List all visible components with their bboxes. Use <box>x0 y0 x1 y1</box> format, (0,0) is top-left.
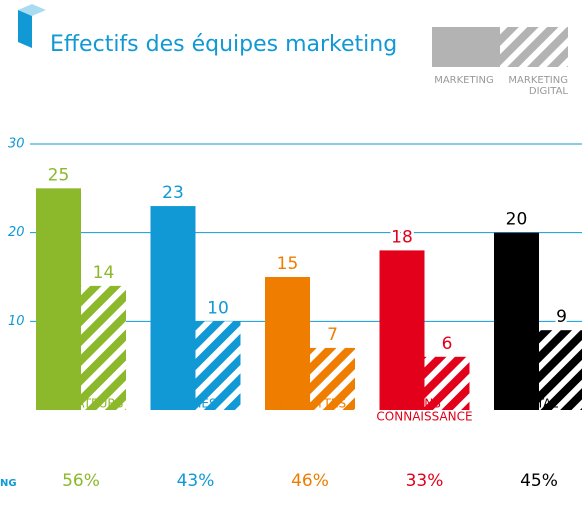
x-tick-label: INITIÉS <box>174 396 216 411</box>
legend-swatch <box>432 27 500 67</box>
percentage: 45% <box>520 471 558 491</box>
bar <box>265 277 310 410</box>
bar <box>379 250 425 410</box>
bar <box>539 330 582 410</box>
y-tick-label: 10 <box>8 314 25 329</box>
percentage: 56% <box>62 471 100 491</box>
percentage: 33% <box>406 471 444 491</box>
x-tick-label: UTILISATEURS <box>39 397 124 411</box>
chart-title: Effectifs des équipes marketing <box>50 32 397 57</box>
x-tick-label: TOTAL <box>519 397 558 411</box>
legend-label: MARKETING <box>508 75 568 86</box>
bar <box>195 321 241 410</box>
bar <box>310 347 355 410</box>
legend-label: DIGITAL <box>529 86 569 97</box>
x-tick-label: CONNAISSANCE <box>376 410 472 424</box>
data-label: 23 <box>162 183 184 203</box>
percentage-row-label: NG <box>0 478 17 489</box>
x-tick-label: SANS <box>408 397 441 411</box>
x-tick-label: NÉOPHYTES <box>274 396 346 411</box>
bar <box>81 285 126 410</box>
data-label: 15 <box>277 254 299 274</box>
y-tick-label: 30 <box>8 137 25 152</box>
bar <box>494 232 539 410</box>
data-label: 7 <box>327 325 338 345</box>
legend-label: MARKETING <box>434 75 494 86</box>
data-label: 14 <box>93 263 115 283</box>
data-label: 18 <box>391 227 413 247</box>
bar <box>424 356 470 410</box>
data-label: 25 <box>48 165 70 185</box>
data-label: 20 <box>506 210 528 230</box>
data-label: 6 <box>442 334 453 354</box>
bar <box>150 206 196 410</box>
data-label: 9 <box>556 307 567 327</box>
bar <box>36 188 81 410</box>
y-tick-label: 20 <box>8 225 25 240</box>
percentage: 43% <box>177 471 215 491</box>
percentage: 46% <box>291 471 329 491</box>
data-label: 10 <box>207 298 229 318</box>
logo <box>18 4 46 48</box>
legend-swatch <box>500 27 568 67</box>
